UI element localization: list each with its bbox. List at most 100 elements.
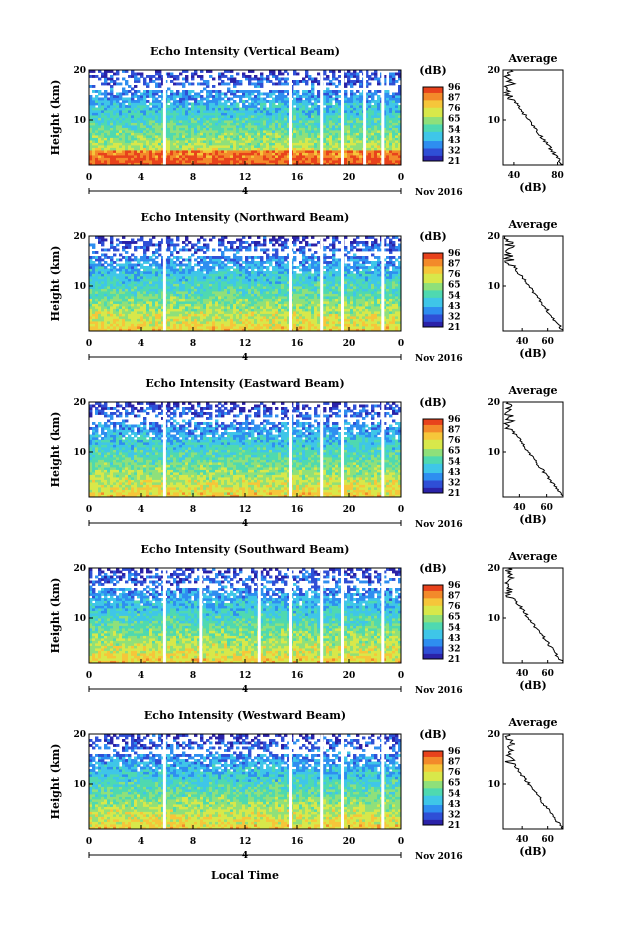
heatmap-cell	[395, 294, 398, 297]
heatmap-cell	[170, 128, 173, 131]
heatmap-cell	[179, 110, 182, 113]
heatmap-cell	[299, 309, 302, 312]
heatmap-cell	[140, 140, 143, 143]
heatmap-cell	[392, 153, 395, 156]
heatmap-cell	[113, 316, 116, 319]
heatmap-cell	[335, 309, 338, 312]
heatmap-cell	[356, 100, 359, 103]
heatmap-cell	[173, 294, 176, 297]
heatmap-cell	[101, 133, 104, 136]
heatmap-cell	[377, 145, 380, 148]
heatmap-cell	[245, 314, 248, 317]
heatmap-cell	[233, 93, 236, 96]
heatmap-cell	[89, 301, 92, 304]
heatmap-cell	[218, 155, 221, 158]
heatmap-cell	[137, 309, 140, 312]
heatmap-cell	[119, 135, 122, 138]
heatmap-cell	[224, 326, 227, 329]
heatmap-cell	[266, 299, 269, 302]
heatmap-cell	[146, 150, 149, 153]
heatmap-cell	[215, 306, 218, 309]
heatmap-cell	[230, 150, 233, 153]
heatmap-cell	[209, 316, 212, 319]
heatmap-cell	[347, 133, 350, 136]
heatmap-cell	[143, 311, 146, 314]
heatmap-cell	[302, 135, 305, 138]
heatmap-cell	[371, 105, 374, 108]
heatmap-cell	[269, 125, 272, 128]
heatmap-cell	[248, 155, 251, 158]
heatmap-cell	[131, 311, 134, 314]
heatmap-cell	[158, 105, 161, 108]
heatmap-cell	[122, 155, 125, 158]
heatmap-cell	[104, 113, 107, 116]
heatmap-cell	[179, 130, 182, 133]
heatmap-cell	[119, 299, 122, 302]
heatmap-cell	[104, 78, 107, 81]
heatmap-cell	[182, 319, 185, 322]
heatmap-cell	[185, 321, 188, 324]
heatmap-cell	[278, 100, 281, 103]
heatmap-cell	[185, 113, 188, 116]
heatmap-cell	[125, 148, 128, 151]
heatmap-cell	[359, 123, 362, 126]
heatmap-cell	[347, 75, 350, 78]
heatmap-cell	[293, 135, 296, 138]
heatmap-cell	[104, 294, 107, 297]
heatmap-cell	[185, 309, 188, 312]
heatmap-cell	[374, 110, 377, 113]
heatmap-cell	[233, 110, 236, 113]
heatmap-cell	[176, 105, 179, 108]
heatmap-cell	[107, 140, 110, 143]
heatmap-cell	[392, 158, 395, 161]
heatmap-cell	[170, 105, 173, 108]
heatmap-cell	[395, 130, 398, 133]
heatmap-cell	[149, 148, 152, 151]
heatmap-cell	[122, 306, 125, 309]
heatmap-cell	[140, 294, 143, 297]
heatmap-cell	[242, 150, 245, 153]
heatmap-cell	[317, 296, 320, 299]
heatmap-cell	[152, 120, 155, 123]
heatmap-cell	[188, 115, 191, 118]
heatmap-cell	[293, 140, 296, 143]
heatmap-cell	[224, 138, 227, 141]
heatmap-cell	[104, 75, 107, 78]
heatmap-cell	[248, 80, 251, 83]
heatmap-cell	[368, 140, 371, 143]
heatmap-cell	[200, 125, 203, 128]
heatmap-cell	[248, 160, 251, 163]
heatmap-cell	[353, 309, 356, 312]
heatmap-cell	[140, 135, 143, 138]
heatmap-cell	[116, 115, 119, 118]
heatmap-cell	[194, 326, 197, 329]
heatmap-cell	[323, 90, 326, 93]
heatmap-cell	[125, 80, 128, 83]
heatmap-cell	[332, 319, 335, 322]
heatmap-cell	[356, 113, 359, 116]
heatmap-cell	[89, 153, 92, 156]
heatmap-cell	[89, 309, 92, 312]
heatmap-cell	[167, 294, 170, 297]
heatmap-cell	[158, 130, 161, 133]
heatmap-cell	[191, 309, 194, 312]
heatmap-cell	[305, 83, 308, 86]
heatmap-cell	[200, 128, 203, 131]
heatmap-cell	[362, 299, 365, 302]
heatmap-cell	[170, 309, 173, 312]
heatmap-cell	[281, 296, 284, 299]
heatmap-cell	[368, 309, 371, 312]
heatmap-cell	[110, 100, 113, 103]
heatmap-cell	[368, 133, 371, 136]
heatmap-cell	[236, 321, 239, 324]
heatmap-cell	[98, 153, 101, 156]
heatmap-cell	[395, 80, 398, 83]
heatmap-cell	[131, 150, 134, 153]
heatmap-cell	[329, 309, 332, 312]
heatmap-cell	[230, 314, 233, 317]
heatmap-cell	[344, 115, 347, 118]
heatmap-cell	[326, 145, 329, 148]
heatmap-cell	[371, 316, 374, 319]
heatmap-cell	[317, 120, 320, 123]
heatmap-cell	[221, 103, 224, 106]
